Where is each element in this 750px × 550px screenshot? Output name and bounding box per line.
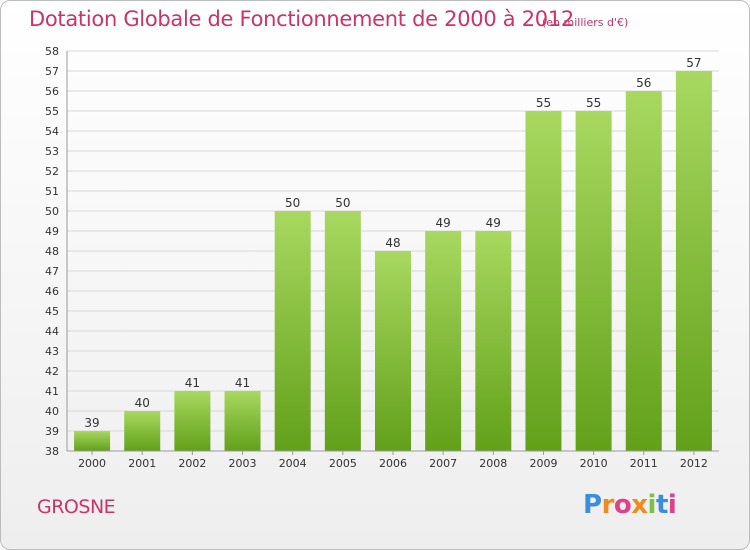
value-label-2007: 49 <box>436 216 451 230</box>
y-tick-label-41: 41 <box>45 385 59 398</box>
value-label-2011: 56 <box>636 76 651 90</box>
value-label-2005: 50 <box>335 196 350 210</box>
value-label-2006: 48 <box>385 236 400 250</box>
x-tick-label-2000: 2000 <box>78 457 106 470</box>
x-tick-label-2008: 2008 <box>479 457 507 470</box>
bar-2006 <box>375 251 411 451</box>
bar-2000 <box>74 431 111 451</box>
value-label-2002: 41 <box>185 376 200 390</box>
x-tick-label-2004: 2004 <box>279 457 307 470</box>
y-tick-label-55: 55 <box>45 105 59 118</box>
y-tick-label-52: 52 <box>45 165 59 178</box>
commune-name: GROSNE <box>37 496 116 518</box>
x-tick-label-2005: 2005 <box>329 457 357 470</box>
bar-2002 <box>174 391 211 451</box>
value-label-2003: 41 <box>235 376 250 390</box>
value-label-2000: 39 <box>84 416 99 430</box>
y-tick-label-44: 44 <box>45 325 59 338</box>
y-tick-label-47: 47 <box>45 265 59 278</box>
y-tick-label-45: 45 <box>45 305 59 318</box>
bar-2012 <box>675 71 712 451</box>
y-tick-label-56: 56 <box>45 85 59 98</box>
value-label-2004: 50 <box>285 196 300 210</box>
y-tick-label-40: 40 <box>45 405 59 418</box>
y-tick-label-50: 50 <box>45 205 59 218</box>
value-label-2008: 49 <box>486 216 501 230</box>
y-tick-label-57: 57 <box>45 65 59 78</box>
chart-title: Dotation Globale de Fonctionnement de 20… <box>29 7 574 31</box>
bar-2009 <box>525 111 562 451</box>
x-tick-label-2009: 2009 <box>529 457 557 470</box>
x-tick-label-2003: 2003 <box>229 457 257 470</box>
bar-2003 <box>224 391 261 451</box>
value-label-2010: 55 <box>586 96 601 110</box>
y-tick-label-43: 43 <box>45 345 59 358</box>
y-tick-label-58: 58 <box>45 45 59 58</box>
y-tick-label-51: 51 <box>45 185 59 198</box>
proxiti-logo: Proxiti <box>583 490 677 520</box>
x-tick-label-2011: 2011 <box>630 457 658 470</box>
x-tick-label-2002: 2002 <box>178 457 206 470</box>
value-label-2001: 40 <box>135 396 150 410</box>
chart-unit: (en milliers d'€) <box>542 16 629 29</box>
y-tick-label-42: 42 <box>45 365 59 378</box>
bar-2007 <box>425 231 462 451</box>
bar-2008 <box>475 231 512 451</box>
bar-2010 <box>575 111 612 451</box>
y-tick-label-53: 53 <box>45 145 59 158</box>
value-label-2009: 55 <box>536 96 551 110</box>
x-tick-label-2012: 2012 <box>680 457 708 470</box>
x-tick-label-2010: 2010 <box>580 457 608 470</box>
bar-2004 <box>274 211 311 451</box>
y-tick-label-39: 39 <box>45 425 59 438</box>
bar-2011 <box>625 91 662 451</box>
bar-2005 <box>324 211 361 451</box>
x-tick-label-2006: 2006 <box>379 457 407 470</box>
value-label-2012: 57 <box>686 56 701 70</box>
y-tick-label-46: 46 <box>45 285 59 298</box>
y-tick-label-49: 49 <box>45 225 59 238</box>
y-tick-label-48: 48 <box>45 245 59 258</box>
x-tick-label-2007: 2007 <box>429 457 457 470</box>
bar-2001 <box>124 411 161 451</box>
x-tick-label-2001: 2001 <box>128 457 156 470</box>
y-tick-label-54: 54 <box>45 125 59 138</box>
y-tick-label-38: 38 <box>45 445 59 458</box>
